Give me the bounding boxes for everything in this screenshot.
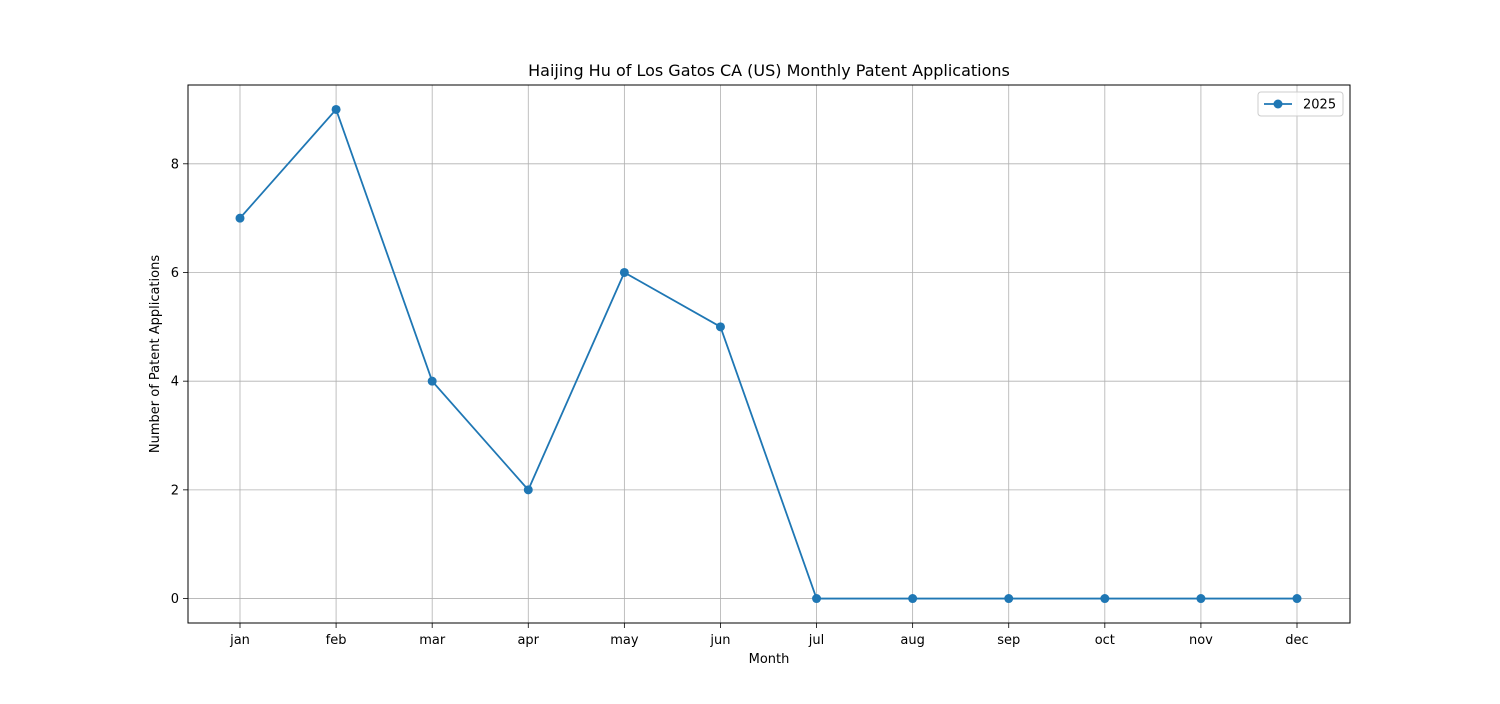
data-point: [332, 105, 341, 114]
data-point: [1004, 594, 1013, 603]
x-axis-label: Month: [749, 652, 790, 667]
data-point: [620, 268, 629, 277]
data-point: [1100, 594, 1109, 603]
y-tick-label: 2: [171, 483, 179, 498]
y-tick-label: 4: [171, 375, 179, 390]
data-point: [812, 594, 821, 603]
x-tick-label: feb: [326, 633, 347, 648]
data-point: [236, 214, 245, 223]
legend: 2025: [1258, 92, 1343, 116]
chart-title: Haijing Hu of Los Gatos CA (US) Monthly …: [528, 61, 1010, 80]
x-tick-label: aug: [900, 633, 924, 648]
data-point: [716, 322, 725, 331]
x-tick-label: jan: [229, 633, 250, 648]
y-tick-label: 8: [171, 157, 179, 172]
legend-point-marker: [1274, 100, 1283, 109]
x-tick-label: apr: [517, 633, 539, 648]
y-axis-label: Number of Patent Applications: [148, 255, 163, 453]
data-point: [428, 377, 437, 386]
x-tick-label: jul: [808, 633, 824, 648]
legend-label: 2025: [1303, 98, 1336, 113]
x-tick-label: nov: [1189, 633, 1213, 648]
x-tick-label: dec: [1285, 633, 1308, 648]
data-point: [524, 485, 533, 494]
data-point: [908, 594, 917, 603]
x-tick-label: sep: [997, 633, 1020, 648]
x-tick-label: mar: [419, 633, 446, 648]
x-tick-label: jun: [709, 633, 730, 648]
data-point: [1196, 594, 1205, 603]
x-tick-label: oct: [1095, 633, 1115, 648]
x-tick-label: may: [610, 633, 639, 648]
y-tick-label: 0: [171, 592, 179, 607]
data-point: [1293, 594, 1302, 603]
y-tick-label: 6: [171, 266, 179, 281]
